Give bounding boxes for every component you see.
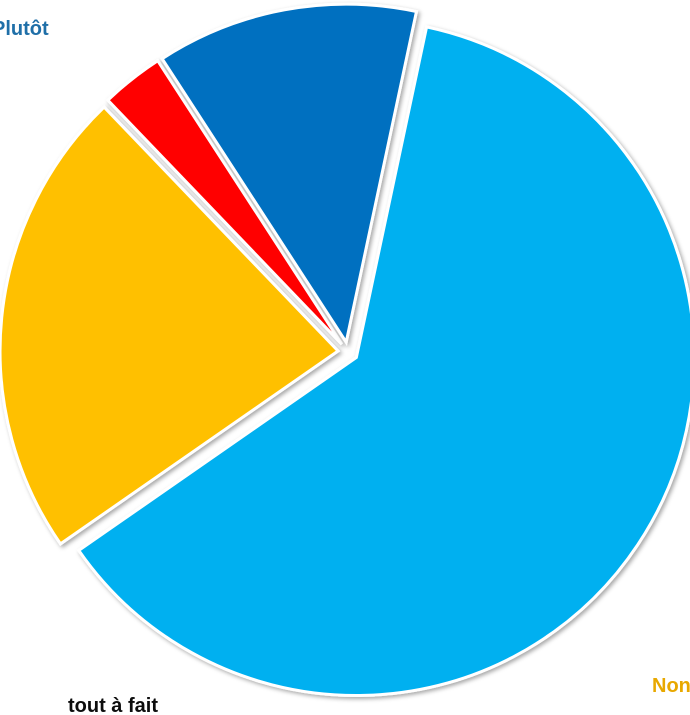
pie-slice-label-3: tout à fait bbox=[68, 695, 158, 715]
pie-slice-label-1: Non bbox=[652, 675, 690, 697]
pie-slice-2 bbox=[105, 58, 344, 346]
pie-slice-label-0: Plutôt bbox=[0, 18, 49, 40]
pie-labels: Plutôt Non tout à fait bbox=[0, 18, 690, 715]
pie-slice-3 bbox=[160, 2, 419, 347]
pie-slice-1 bbox=[0, 104, 341, 546]
pie-slice-0 bbox=[76, 25, 690, 698]
pie-slices bbox=[0, 2, 690, 698]
